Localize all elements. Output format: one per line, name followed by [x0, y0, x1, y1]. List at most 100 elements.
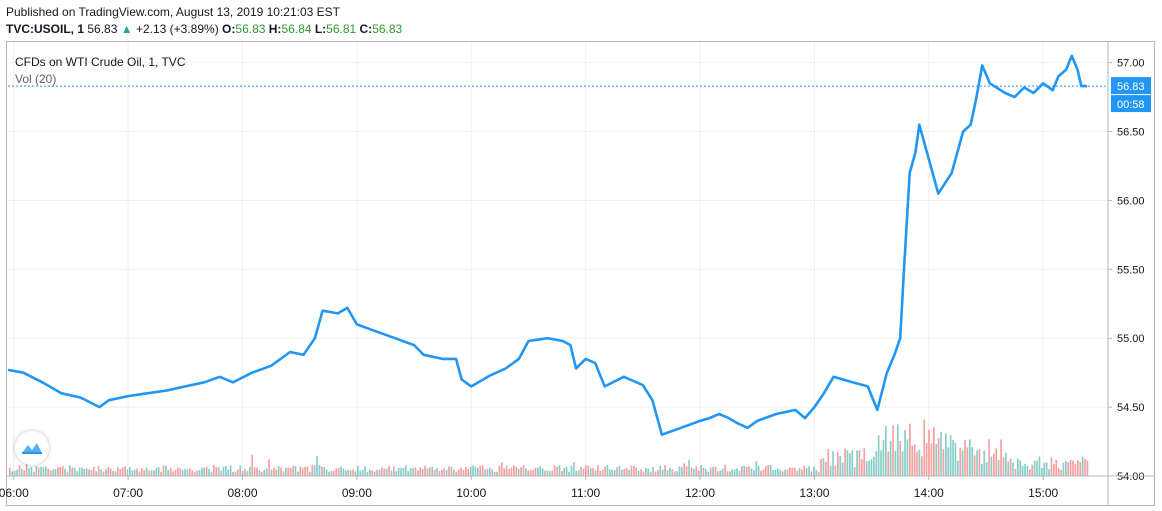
volume-bar [688, 459, 690, 476]
volume-bar [472, 465, 474, 476]
volume-bar [124, 466, 126, 476]
volume-bar [1055, 459, 1058, 476]
volume-bar [839, 456, 842, 476]
volume-bar [544, 470, 546, 476]
volume-bar [894, 450, 897, 476]
volume-bar [949, 435, 952, 476]
volume-bar [64, 468, 66, 476]
volume-bar [203, 467, 206, 476]
volume-bar [138, 471, 141, 476]
volume-bar [1009, 458, 1012, 476]
volume-bar [150, 470, 153, 476]
volume-bar [592, 467, 594, 476]
volume-bar [225, 466, 227, 476]
volume-bar [179, 468, 182, 476]
volume-bar [906, 439, 909, 476]
volume-bar [481, 465, 484, 476]
volume-bar [553, 465, 556, 476]
volume-bar [474, 466, 477, 476]
volume-bar [1079, 462, 1082, 476]
high-value: 56.84 [281, 22, 312, 36]
volume-bar [817, 471, 820, 476]
volume-bar [1067, 462, 1070, 476]
volume-bar [637, 470, 640, 476]
volume-bar [774, 469, 777, 476]
publish-header: Published on TradingView.com, August 13,… [0, 0, 1162, 40]
volume-bar [282, 471, 285, 476]
price-tick-label: 54.50 [1117, 402, 1145, 414]
volume-bar [289, 468, 292, 476]
volume-bar [136, 468, 138, 476]
volume-bar [1074, 463, 1077, 476]
volume-bar [700, 465, 702, 476]
volume-bar [412, 467, 414, 476]
volume-bar [513, 465, 515, 476]
volume-bar [537, 467, 539, 476]
volume-bar [527, 470, 530, 476]
volume-bar [198, 470, 201, 476]
volume-bar [450, 467, 453, 476]
volume-bar [304, 466, 306, 476]
volume-bar [340, 466, 342, 476]
volume-bar [479, 465, 482, 476]
volume-bar [477, 467, 479, 476]
volume-bar [541, 468, 544, 476]
volume-bar [155, 467, 158, 476]
volume-bar [935, 444, 938, 476]
volume-bar [628, 469, 630, 476]
volume-bar [841, 462, 844, 476]
volume-bar [66, 471, 69, 476]
volume-bar [837, 451, 839, 476]
time-tick-label: 11:00 [571, 486, 600, 500]
volume-bar [306, 466, 309, 476]
legend-volume: Vol (20) [15, 72, 57, 86]
volume-bar [145, 467, 148, 476]
volume-bar [469, 466, 472, 476]
volume-bar [827, 448, 830, 476]
time-tick-label: 14:00 [914, 486, 944, 500]
volume-bar [597, 465, 599, 476]
volume-bar [594, 470, 597, 476]
countdown-badge [1111, 95, 1151, 113]
volume-bar [73, 467, 76, 476]
volume-bar [621, 469, 623, 476]
volume-bar [731, 469, 734, 476]
volume-bar [954, 442, 957, 476]
volume-bar [239, 465, 242, 476]
volume-bar [565, 466, 568, 476]
volume-bar [659, 465, 662, 476]
volume-bar [441, 469, 443, 476]
volume-bar [882, 440, 885, 476]
volume-bar [131, 470, 134, 476]
volume-bar [28, 468, 30, 476]
volume-bar [532, 469, 534, 476]
volume-bar [913, 444, 916, 476]
volume-bar [995, 448, 998, 476]
volume-bar [417, 470, 419, 476]
volume-bars [9, 419, 1089, 476]
volume-bar [234, 471, 237, 476]
volume-bar [515, 466, 518, 476]
tradingview-logo-icon[interactable] [15, 431, 49, 465]
volume-bar [505, 466, 508, 476]
volume-bar [870, 459, 873, 476]
volume-bar [798, 467, 801, 476]
volume-bar [162, 465, 165, 476]
volume-bar [217, 467, 220, 476]
volume-bar [496, 471, 498, 476]
volume-bar [345, 470, 347, 476]
volume-bar [736, 468, 738, 476]
volume-bar [193, 472, 196, 476]
volume-bar [369, 469, 371, 476]
price-badges: 56.83 00:58 [1111, 77, 1151, 113]
volume-bar [940, 431, 942, 476]
volume-bar [37, 467, 40, 476]
volume-bar [237, 469, 239, 476]
volume-bar [433, 469, 436, 476]
volume-bar [129, 467, 131, 476]
volume-bar [525, 468, 527, 476]
volume-bar [409, 468, 412, 476]
volume-bar [414, 467, 417, 476]
volume-bar [9, 467, 11, 476]
